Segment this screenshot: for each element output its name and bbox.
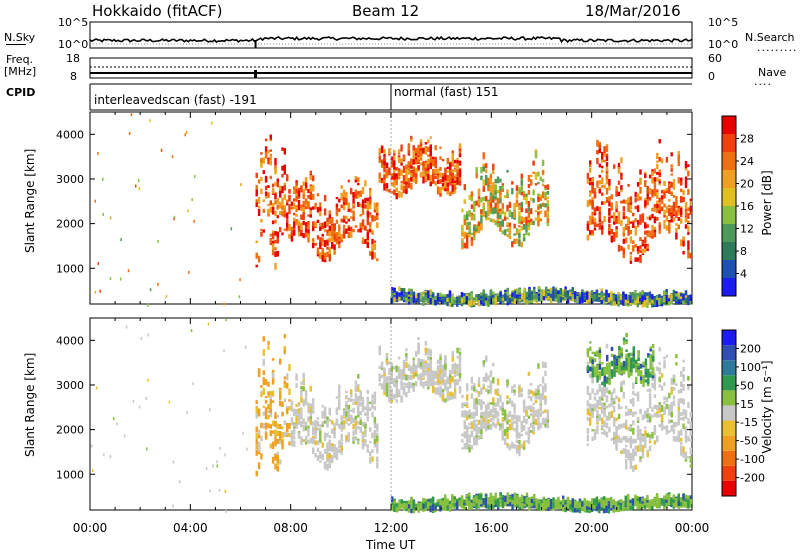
nsearch-tick-top: 10^5 [708,16,739,29]
power-panel: 1000 2000 3000 4000 [56,111,693,309]
nave-tick-top: 60 [708,52,722,65]
velocity-colorbar-swatch-5 [722,420,736,436]
power-echo-region-3 [378,135,462,200]
velocity-colorbar-tick-label-8: 200 [740,342,761,355]
cpid-label: CPID [6,86,36,99]
power-colorbar-swatch-10 [722,116,736,134]
nave-dots: ···· [754,78,772,91]
beam-title: Beam 12 [352,2,420,20]
velocity-colorbar-swatch-1 [722,480,736,496]
nsearch-label: N.Search [745,31,795,44]
power-echo-region-5 [586,139,692,264]
time-axis-title: Time UT [366,538,416,552]
velocity-colorbar-swatch-3 [722,450,736,466]
nave-tick-bottom: 0 [708,70,715,83]
power-echo-region-1 [255,134,291,270]
power-colorbar-swatch-7 [722,170,736,188]
velocity-echo-region-3 [378,337,462,404]
freq-unit-label: [MHz] [4,65,37,78]
power-echo-region-4 [461,149,550,250]
xtick-label-4: 12:00 [374,521,409,535]
nsearch-dots: ········· [757,44,798,57]
power-colorbar-swatch-1 [722,278,736,296]
nave-label: Nave [758,66,787,79]
power-colorbar-swatch-4 [722,224,736,242]
xtick-label-5: 16:00 [474,521,509,535]
nsky-tick-bottom: 10^0 [58,38,89,51]
xtick-label-2: 04:00 [173,521,208,535]
nsearch-tick-bottom: 10^0 [708,38,739,51]
power-colorbar-swatch-3 [722,242,736,260]
colorbars: 4 8 12 16 20 24 28 -200 -100 -50 -15 15 50 100 200 [721,115,765,497]
power-echo-region-2 [290,170,379,263]
velocity-colorbar-frame [721,329,737,497]
velocity-echo-region-2 [290,372,379,471]
strip-plots [89,21,693,111]
power-colorbar-tick-label-4: 16 [740,200,754,213]
xtick-label-6: 20:00 [574,521,609,535]
power-ytick-label-2: 2000 [56,218,84,231]
cpid-mode-label-1: interleavedscan (fast) -191 [94,93,257,107]
nsky-underline [6,36,26,45]
velocity-colorbar-tick-label-7: 100 [740,361,761,374]
station-title: Hokkaido (fitACF) [92,2,223,20]
velocity-ytick-label-2: 2000 [56,424,84,437]
velocity-scatter-points [90,318,248,513]
velocity-colorbar-swatch-9 [722,360,736,376]
nsky-strip-frame [89,21,693,49]
velocity-ytick-label-3: 3000 [56,379,84,392]
power-colorbar-swatch-6 [722,188,736,206]
velocity-colorbar-tick-label-3: -50 [740,435,758,448]
date-title: 18/Mar/2016 [585,2,681,20]
power-ytick-label-1: 1000 [56,262,84,275]
nsky-trace [89,35,693,44]
freq-strip-frame [89,57,693,79]
xtick-label-1: 00:00 [73,521,108,535]
velocity-colorbar-tick-label-6: 50 [740,379,754,392]
power-colorbar-tick-label-2: 8 [740,245,747,258]
power-colorbar-tick-label-5: 20 [740,178,754,191]
freq-tick-top: 18 [66,52,80,65]
velocity-echo-region-1 [255,334,291,477]
freq-tick-bottom: 8 [70,70,77,83]
velocity-colorbar-swatch-11 [722,330,736,346]
power-colorbar-swatch-5 [722,206,736,224]
power-ytick-label-3: 3000 [56,173,84,186]
velocity-colorbar-swatch-8 [722,375,736,391]
nsky-tick-top: 10^5 [58,16,89,29]
power-colorbar-swatch-8 [722,152,736,170]
velocity-echo-region-5 [586,343,692,472]
velocity-echo-region-7 [391,492,692,514]
power-echo-region-6 [391,286,692,309]
power-scatter-points [94,113,242,307]
velocity-panel: 1000 2000 3000 4000 [56,317,693,514]
power-colorbar-tick-label-6: 24 [740,155,754,168]
velocity-colorbar-swatch-7 [722,390,736,406]
power-colorbar-tick-label-3: 12 [740,223,754,236]
power-colorbar-tick-label-7: 28 [740,133,754,146]
freq-label: Freq. [6,53,34,66]
power-ytick-label-4: 4000 [56,128,84,141]
power-colorbar-swatch-9 [722,134,736,152]
velocity-ytick-label-1: 1000 [56,468,84,481]
axes: 00:00 04:00 08:00 12:00 16:00 20:00 00:00 [73,521,710,535]
velocity-echo-region-6 [586,332,655,388]
xtick-label-7: 00:00 [675,521,710,535]
power-colorbar-swatch-2 [722,260,736,278]
nsky-label: N.Sky [4,31,36,44]
velocity-colorbar-swatch-2 [722,465,736,481]
velocity-echo-region-4 [461,355,550,457]
velocity-ytick-label-4: 4000 [56,334,84,347]
velocity-colorbar-swatch-6 [722,405,736,421]
velocity-colorbar-tick-label-4: -15 [740,416,758,429]
cpid-mode-label-2: normal (fast) 151 [394,85,499,99]
velocity-colorbar-tick-label-1: -200 [740,472,765,485]
velocity-colorbar-swatch-10 [722,345,736,361]
xtick-label-3: 08:00 [273,521,308,535]
velocity-colorbar-swatch-4 [722,435,736,451]
power-colorbar-tick-label-1: 4 [740,268,747,281]
velocity-colorbar-tick-label-5: 15 [740,398,754,411]
velocity-colorbar-tick-label-2: -100 [740,453,765,466]
